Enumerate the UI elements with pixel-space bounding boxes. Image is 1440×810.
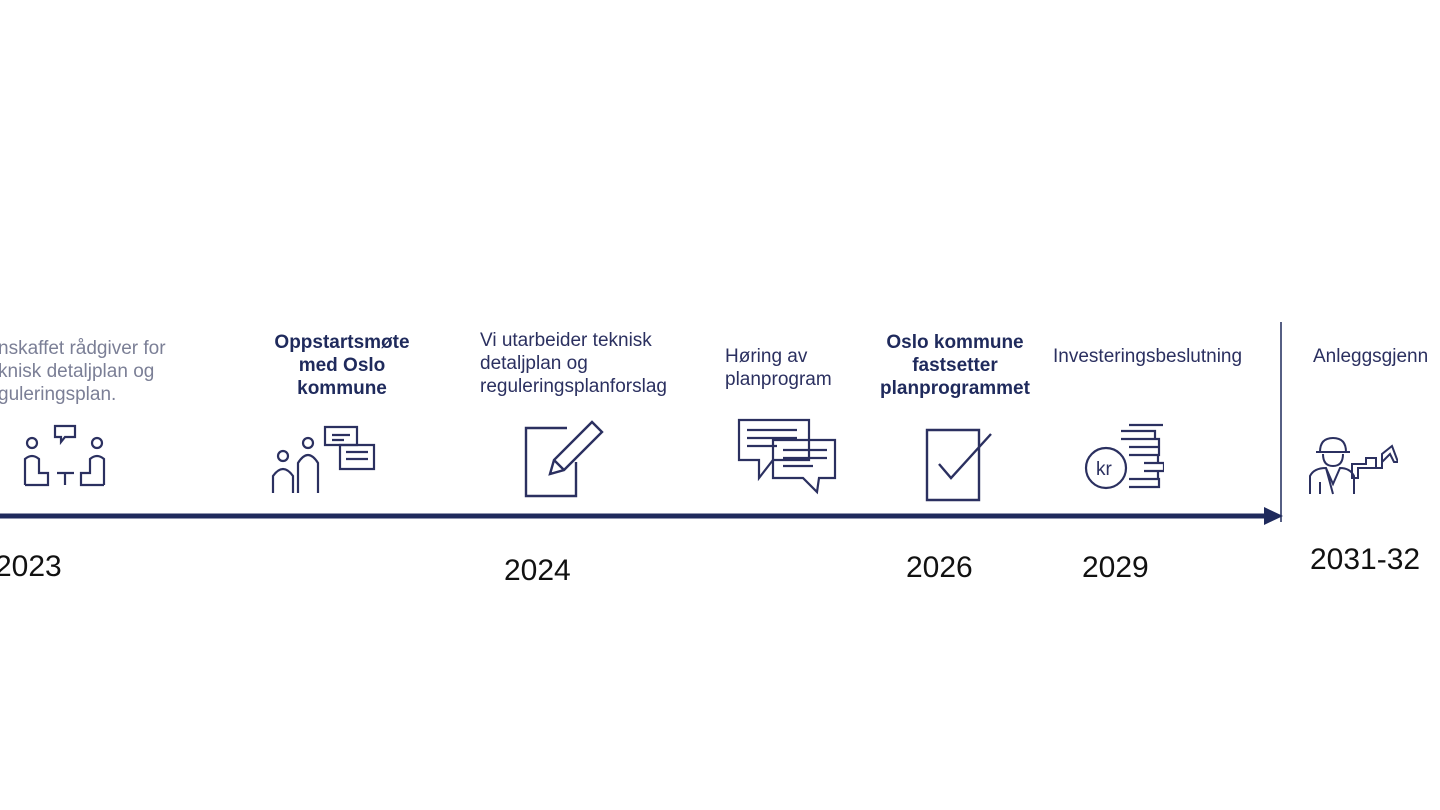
people-discussion-icon bbox=[270, 424, 378, 496]
year-label-2031-32: 2031-32 bbox=[1310, 543, 1421, 576]
year-label-2029: 2029 bbox=[1082, 551, 1149, 584]
year-label-2024: 2024 bbox=[504, 554, 571, 587]
kr-coins-icon: kr bbox=[1084, 423, 1164, 495]
milestone-text-1: nskaffet rådgiver for knisk detaljplan o… bbox=[0, 338, 166, 405]
milestone-text-3: Vi utarbeider teknisk detaljplan og regu… bbox=[480, 330, 667, 397]
timeline-arrowhead bbox=[1264, 507, 1283, 525]
checkbox-icon bbox=[925, 428, 997, 502]
edit-document-icon bbox=[522, 418, 606, 500]
speech-bubbles-icon bbox=[737, 418, 839, 496]
year-label-2023: 2023 bbox=[0, 550, 62, 583]
milestone-text-5: Oslo kommune fastsetter planprogrammet bbox=[880, 332, 1030, 399]
meeting-icon bbox=[22, 423, 112, 489]
milestone-text-7: Anleggsgjenn bbox=[1313, 346, 1429, 367]
year-label-2026: 2026 bbox=[906, 551, 973, 584]
milestone-text-6: Investeringsbeslutning bbox=[1053, 346, 1243, 367]
svg-text:kr: kr bbox=[1096, 459, 1113, 480]
milestone-text-2: Oppstartsmøte med Oslo kommune bbox=[274, 332, 410, 399]
construction-worker-icon bbox=[1308, 434, 1398, 496]
milestone-text-4: Høring av planprogram bbox=[725, 346, 832, 390]
